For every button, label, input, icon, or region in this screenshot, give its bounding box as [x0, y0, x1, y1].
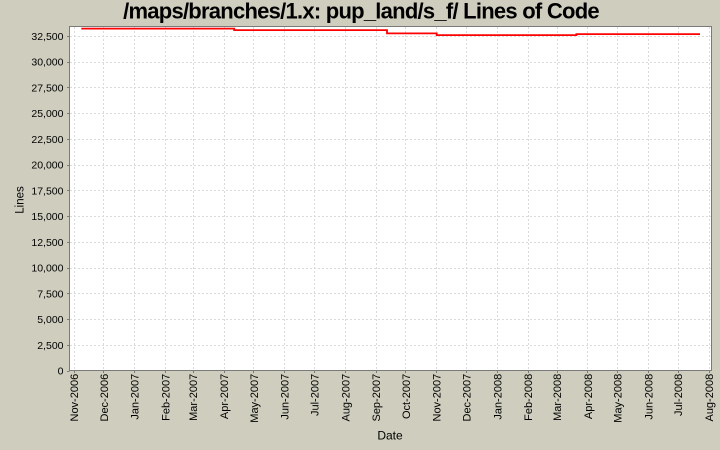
svg-text:5,000: 5,000 — [37, 314, 63, 326]
svg-text:Feb-2008: Feb-2008 — [523, 374, 535, 421]
svg-text:Aug-2008: Aug-2008 — [704, 374, 716, 422]
svg-text:Jul-2007: Jul-2007 — [310, 374, 322, 416]
svg-text:Jun-2008: Jun-2008 — [643, 374, 655, 420]
svg-text:Aug-2007: Aug-2007 — [340, 374, 352, 422]
svg-text:Lines: Lines — [14, 186, 26, 214]
svg-text:15,000: 15,000 — [31, 211, 63, 223]
svg-text:Jan-2007: Jan-2007 — [130, 374, 142, 420]
svg-text:30,000: 30,000 — [31, 57, 63, 69]
svg-text:27,500: 27,500 — [31, 82, 63, 94]
svg-text:25,000: 25,000 — [31, 108, 63, 120]
svg-text:Mar-2008: Mar-2008 — [552, 374, 564, 421]
svg-text:May-2007: May-2007 — [249, 374, 261, 423]
svg-text:10,000: 10,000 — [31, 263, 63, 275]
svg-text:32,500: 32,500 — [31, 31, 63, 43]
svg-text:Date: Date — [377, 429, 403, 443]
svg-text:Jan-2008: Jan-2008 — [492, 374, 504, 420]
svg-text:17,500: 17,500 — [31, 185, 63, 197]
svg-text:0: 0 — [58, 366, 64, 378]
svg-text:Nov-2007: Nov-2007 — [432, 374, 444, 422]
svg-text:/maps/branches/1.x: pup_land/s: /maps/branches/1.x: pup_land/s_f/ Lines … — [123, 0, 599, 23]
svg-text:Oct-2007: Oct-2007 — [401, 374, 413, 419]
svg-text:Dec-2007: Dec-2007 — [462, 374, 474, 422]
svg-text:Jul-2008: Jul-2008 — [673, 374, 685, 416]
svg-text:7,500: 7,500 — [37, 288, 63, 300]
svg-text:2,500: 2,500 — [37, 340, 63, 352]
svg-text:12,500: 12,500 — [31, 237, 63, 249]
svg-text:22,500: 22,500 — [31, 134, 63, 146]
svg-text:Sep-2007: Sep-2007 — [371, 374, 383, 422]
svg-text:Nov-2006: Nov-2006 — [69, 374, 81, 422]
svg-text:Dec-2006: Dec-2006 — [99, 374, 111, 422]
svg-text:Mar-2007: Mar-2007 — [188, 374, 200, 421]
svg-text:Apr-2007: Apr-2007 — [219, 374, 231, 419]
svg-text:Jun-2007: Jun-2007 — [280, 374, 292, 420]
svg-text:20,000: 20,000 — [31, 160, 63, 172]
svg-text:Apr-2008: Apr-2008 — [583, 374, 595, 419]
svg-text:May-2008: May-2008 — [613, 374, 625, 423]
svg-text:Feb-2007: Feb-2007 — [160, 374, 172, 421]
